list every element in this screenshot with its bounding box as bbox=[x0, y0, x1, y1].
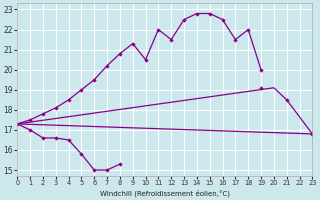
X-axis label: Windchill (Refroidissement éolien,°C): Windchill (Refroidissement éolien,°C) bbox=[100, 189, 230, 197]
